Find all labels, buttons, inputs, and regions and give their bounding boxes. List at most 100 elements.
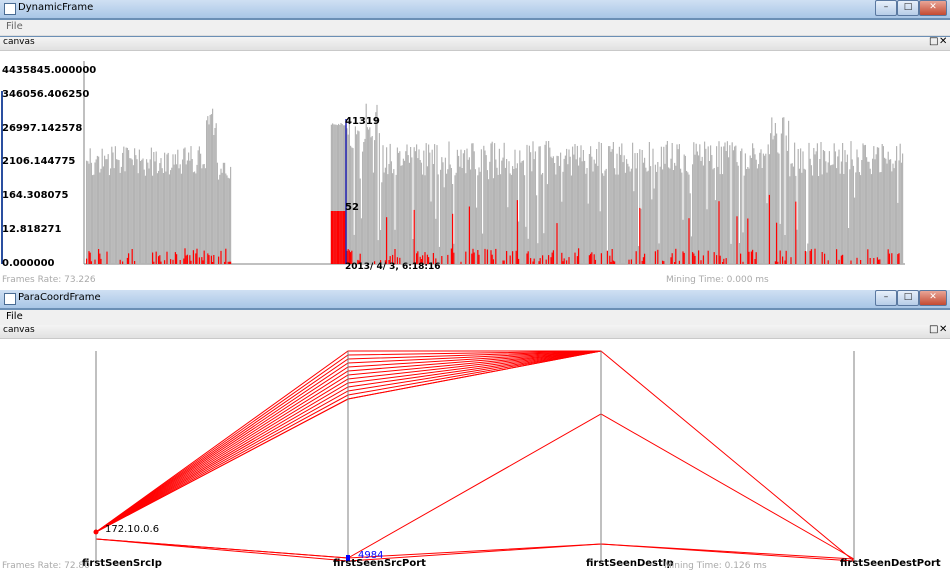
highlight-bar [736,216,738,264]
histogram-bar [92,175,94,264]
histogram-bar [369,127,371,264]
histogram-bar [388,164,390,264]
histogram-bar [524,175,526,264]
histogram-bar [488,179,490,264]
dynamic-frame-window: DynamicFrame – □ ✕ File canvas □ ✕ 44358… [0,0,950,290]
highlight-bar [785,250,787,264]
highlight-bar [447,254,449,264]
highlight-bar [628,259,630,264]
histogram-bar [407,155,409,264]
maximize-button[interactable]: □ [897,0,919,16]
close-icon[interactable]: ✕ [939,324,948,335]
close-button[interactable]: ✕ [919,290,947,306]
close-icon[interactable]: ✕ [939,36,948,47]
highlight-bar [460,261,462,264]
highlight-bar [473,252,475,264]
histogram-bar [148,168,150,264]
highlight-bar [740,253,742,264]
highlight-bar [606,250,608,264]
histogram-bar [492,178,494,264]
histogram-bar [735,145,737,264]
histogram-bar [567,164,569,264]
histogram-bar [420,162,422,264]
histogram-bar [564,155,566,264]
histogram-bar [635,168,637,264]
histogram-bar [389,143,391,264]
maximize-button[interactable]: □ [897,290,919,306]
histogram-bar [485,155,487,264]
histogram-bar [887,151,889,264]
histogram-bar [449,164,451,264]
histogram-bar [838,149,840,264]
histogram-bar [882,146,884,264]
histogram-bar [546,184,548,264]
highlight-bar [842,254,844,264]
restore-icon[interactable]: □ [929,36,939,47]
histogram-bar [702,165,704,264]
highlight-bar [556,223,558,264]
title-bar[interactable]: DynamicFrame – □ ✕ [0,0,950,18]
histogram-bar [364,138,366,264]
histogram-bar [416,144,418,264]
histogram-bar [179,164,181,264]
histogram-bar [412,239,414,264]
close-button[interactable]: ✕ [919,0,947,16]
highlight-bar [876,257,878,264]
menu-file[interactable]: File [6,21,23,32]
histogram-bar [684,155,686,264]
highlight-bar [347,249,349,264]
histogram-bar [154,161,156,264]
histogram-bar [140,161,142,264]
histogram-bar [507,207,509,264]
highlight-bar [578,248,580,264]
parallel-coordinates-canvas[interactable]: 172.10.0.6 4984 firstSeenSrcIp firstSeenS… [0,339,950,570]
highlight-bar [417,251,419,264]
histogram-canvas[interactable]: 4435845.000000 346056.406250 26997.142578 2… [0,51,950,290]
histogram-bar [466,148,468,264]
histogram-bar [222,162,224,264]
histogram-bar [869,168,871,264]
histogram-bar [489,161,491,264]
histogram-bar [863,145,865,264]
histogram-bar [344,125,346,264]
histogram-bar [225,173,227,264]
axis-label: firstSeenSrcIp [82,558,162,569]
histogram-bar [834,151,836,264]
histogram-bar [340,123,342,264]
histogram-bar [891,171,893,264]
histogram-bar [528,145,530,264]
minimize-button[interactable]: – [875,0,897,16]
highlight-bar [591,252,593,264]
histogram-bar [660,146,662,264]
histogram-bar [382,145,384,264]
highlight-bar [675,248,677,264]
menu-file[interactable]: File [6,311,23,322]
histogram-bar [867,161,869,264]
histogram-bar [623,155,625,264]
histogram-bar [736,162,738,264]
histogram-bar [408,162,410,264]
histogram-bar [737,165,739,264]
histogram-bar [755,159,757,264]
histogram-bar [612,142,614,264]
highlight-bar [185,255,187,264]
histogram-bar [705,148,707,264]
histogram-bar [885,158,887,264]
highlight-bar [568,257,570,264]
histogram-bar [611,149,613,264]
minimize-button[interactable]: – [875,290,897,306]
histogram-bar [809,158,811,264]
highlight-bar [399,257,401,264]
histogram-bar [428,144,430,264]
highlight-bar [210,255,212,264]
restore-icon[interactable]: □ [929,324,939,335]
histogram-bar [844,150,846,264]
histogram-bar [666,141,668,264]
highlight-bar [768,194,770,264]
histogram-bar [144,175,146,264]
histogram-bar [786,150,788,264]
histogram-bar [642,162,644,264]
title-bar[interactable]: ParaCoordFrame – □ ✕ [0,290,950,308]
histogram-bar [168,174,170,264]
histogram-bar [167,152,169,264]
